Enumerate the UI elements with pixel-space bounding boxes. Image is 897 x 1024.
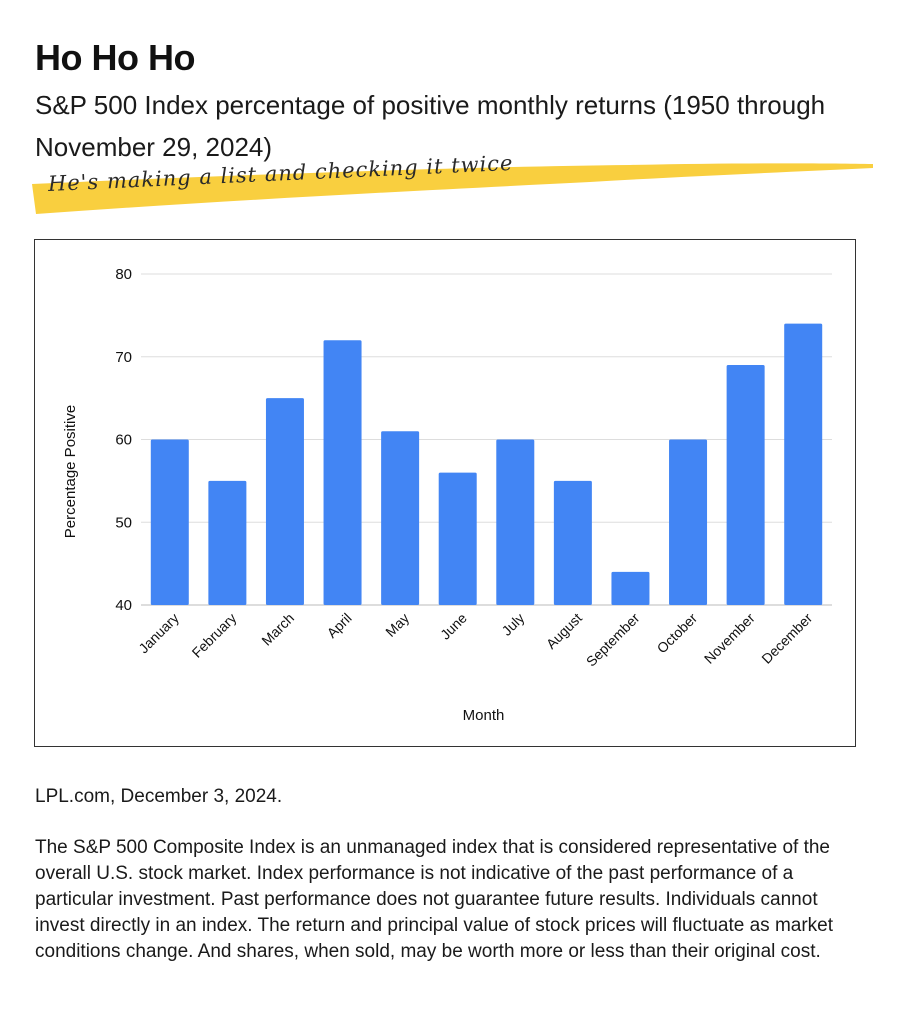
bar-april [323, 340, 362, 605]
bar-july [496, 439, 535, 605]
y-tick-label: 50 [115, 514, 132, 531]
chart-container: 80 70 60 50 40 January February March April May Ju… [34, 239, 856, 747]
y-tick-label: 40 [115, 597, 132, 614]
x-tick-label: March [258, 610, 297, 649]
x-tick-label: August [543, 610, 585, 652]
page-subtitle: S&P 500 Index percentage of positive mon… [35, 90, 826, 162]
disclaimer-text: The S&P 500 Composite Index is an unmana… [35, 837, 834, 962]
x-tick-label: May [382, 610, 412, 640]
bar-september [611, 571, 650, 605]
x-axis-title: Month [463, 707, 505, 724]
x-tick-label: June [437, 610, 470, 643]
y-axis-title: Percentage Positive [62, 405, 79, 538]
bar-june [438, 472, 477, 605]
bar-december [784, 323, 823, 605]
bar-october [669, 439, 708, 605]
x-tick-label: December [758, 610, 815, 667]
bar-january [150, 439, 189, 605]
bar-february [208, 480, 247, 605]
x-tick-label: November [701, 610, 758, 667]
y-tick-label: 80 [115, 266, 132, 283]
page-title: Ho Ho Ho [35, 37, 195, 78]
y-tick-label: 60 [115, 432, 132, 449]
x-tick-label: July [498, 610, 527, 639]
x-tick-label: September [583, 610, 643, 670]
bar-november [726, 365, 765, 605]
source-citation: LPL.com, December 3, 2024. [35, 786, 283, 807]
y-tick-label: 70 [115, 349, 132, 366]
bar-may [381, 431, 420, 605]
x-tick-label: January [135, 610, 182, 657]
x-tick-label: October [654, 610, 701, 657]
x-tick-label: February [189, 610, 240, 661]
x-tick-label: April [324, 610, 355, 641]
bar-march [265, 398, 304, 605]
tagline-banner: He's making a list and checking it twice [30, 151, 875, 220]
highlighter-stroke-decoration [32, 163, 873, 214]
bar-august [553, 480, 592, 605]
